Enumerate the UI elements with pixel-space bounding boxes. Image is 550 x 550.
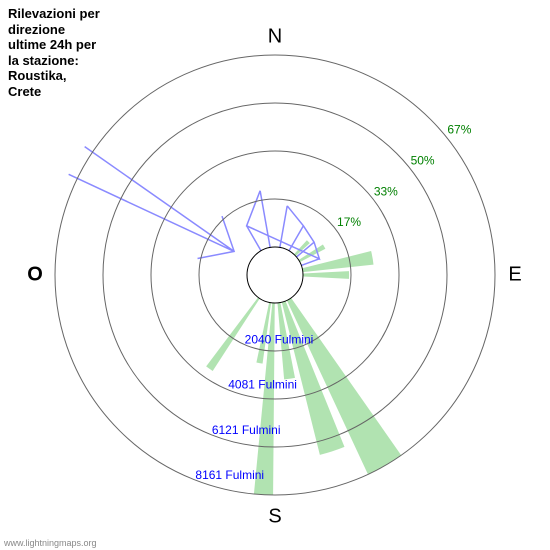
cardinal-e: E <box>508 263 521 285</box>
center-hole <box>247 247 303 303</box>
cardinal-s: S <box>268 505 281 527</box>
strike-label: 8161 Fulmini <box>195 468 264 482</box>
polar-chart: 17% 33% 50% 67% 2040 Fulmini 4081 Fulmini 6121… <box>0 0 550 550</box>
pct-label: 17% <box>337 215 361 229</box>
direction-arrow <box>69 147 234 259</box>
cardinal-w: O <box>27 263 43 285</box>
strike-label: 4081 Fulmini <box>228 378 297 392</box>
pct-label: 67% <box>447 123 471 137</box>
wedge <box>303 271 349 279</box>
pct-label: 33% <box>374 184 398 198</box>
cardinal-n: N <box>268 25 282 47</box>
strike-label: 2040 Fulmini <box>245 333 314 347</box>
strike-label: 6121 Fulmini <box>212 423 281 437</box>
pct-label: 50% <box>411 153 435 167</box>
